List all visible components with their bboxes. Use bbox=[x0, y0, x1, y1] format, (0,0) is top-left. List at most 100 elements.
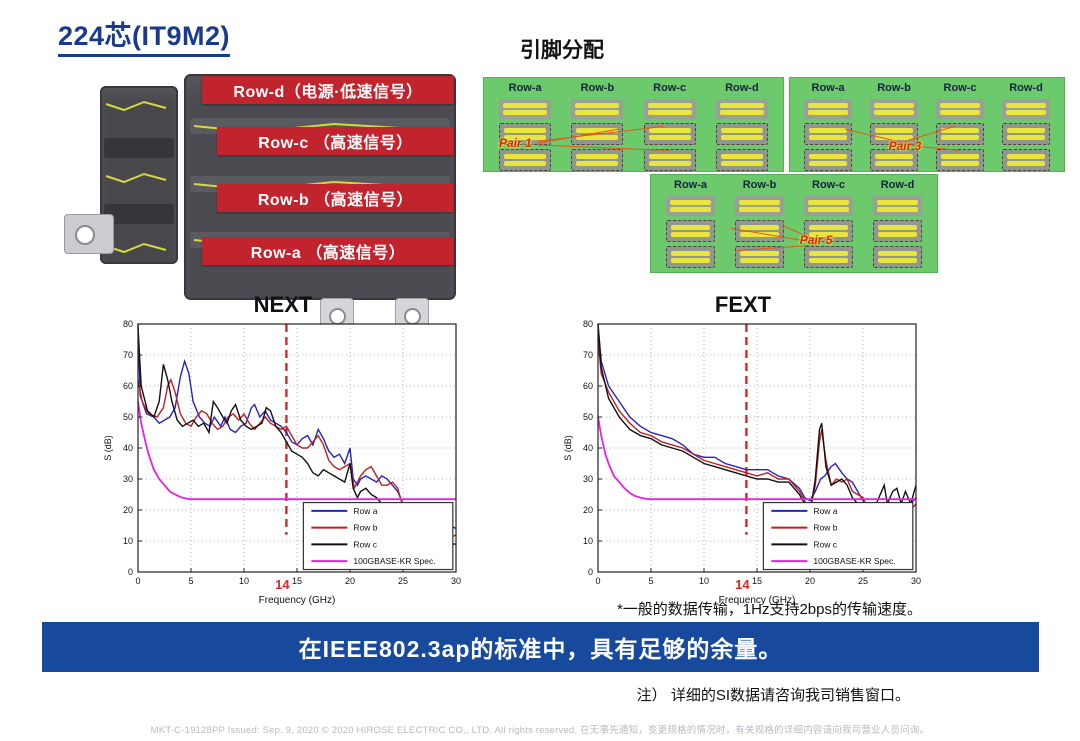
svg-text:20: 20 bbox=[123, 505, 133, 515]
pin-group bbox=[665, 220, 716, 242]
svg-text:Row c: Row c bbox=[813, 539, 837, 549]
pin-row-label: Row-a bbox=[674, 179, 707, 191]
connector-band bbox=[104, 204, 174, 224]
svg-text:Frequency (GHz): Frequency (GHz) bbox=[719, 595, 796, 606]
svg-text:14: 14 bbox=[275, 577, 290, 592]
svg-text:0: 0 bbox=[135, 576, 140, 586]
svg-text:30: 30 bbox=[583, 474, 593, 484]
fext-chart: FEXT 0 5 10 15 20 25 30 0 10 20 30 40 50 60 70 80 14 Freq… bbox=[560, 294, 926, 608]
pin-group bbox=[734, 196, 785, 216]
pin-row-label: Row-d bbox=[880, 179, 915, 191]
pin-group bbox=[715, 99, 768, 119]
svg-text:30: 30 bbox=[451, 576, 461, 586]
svg-text:Row b: Row b bbox=[813, 523, 837, 533]
pin-group bbox=[571, 149, 624, 171]
pin-assignment-heading: 引脚分配 bbox=[520, 39, 604, 62]
svg-text:25: 25 bbox=[858, 576, 868, 586]
conclusion-banner: 在IEEE802.3ap的标准中，具有足够的余量。 bbox=[42, 622, 1039, 672]
svg-text:S (dB): S (dB) bbox=[563, 435, 573, 461]
svg-text:10: 10 bbox=[583, 536, 593, 546]
pin-group bbox=[804, 99, 852, 119]
pin-group bbox=[872, 196, 923, 216]
fext-chart-plot: 0 5 10 15 20 25 30 0 10 20 30 40 50 60 70 80 14 Frequency… bbox=[563, 319, 921, 606]
pin-row-label: Row-a bbox=[811, 82, 845, 94]
svg-text:0: 0 bbox=[128, 567, 133, 577]
svg-text:10: 10 bbox=[699, 576, 709, 586]
pin-column: Row-d bbox=[994, 82, 1058, 171]
pin-column: Row-a bbox=[490, 82, 560, 171]
svg-text:80: 80 bbox=[583, 319, 593, 329]
pin-column: Row-a bbox=[796, 82, 860, 171]
svg-text:10: 10 bbox=[123, 536, 133, 546]
svg-text:5: 5 bbox=[188, 576, 193, 586]
pin-row-label: Row-b bbox=[877, 82, 911, 94]
svg-text:15: 15 bbox=[292, 576, 302, 586]
pin-row-label: Row-d bbox=[1009, 82, 1043, 94]
svg-text:20: 20 bbox=[805, 576, 815, 586]
svg-text:5: 5 bbox=[648, 576, 653, 586]
pin-group bbox=[734, 220, 785, 242]
pin-group bbox=[936, 99, 984, 119]
svg-text:0: 0 bbox=[595, 576, 600, 586]
pin-row-label: Row-c bbox=[943, 82, 977, 94]
connector-illustration: Row-d（电源·低速信号） Row-c （高速信号） Row-b （高速信号）… bbox=[62, 66, 462, 336]
row-a-banner: Row-a （高速信号） bbox=[202, 237, 454, 265]
svg-text:20: 20 bbox=[345, 576, 355, 586]
page-title: 224芯(IT9M2) bbox=[58, 14, 231, 57]
svg-text:0: 0 bbox=[588, 567, 593, 577]
pin-group bbox=[870, 99, 918, 119]
pin-group bbox=[804, 123, 852, 145]
next-chart-plot: 0 5 10 15 20 25 30 0 10 20 30 40 50 60 70 80 14 Frequency… bbox=[103, 319, 461, 606]
row-c-banner: Row-c （高速信号） bbox=[217, 127, 454, 155]
pin-group bbox=[643, 123, 696, 145]
pin-group bbox=[1002, 149, 1050, 171]
svg-text:30: 30 bbox=[911, 576, 921, 586]
pin-group bbox=[872, 220, 923, 242]
pin-column: Row-d bbox=[707, 82, 777, 171]
row-b-banner: Row-b （高速信号） bbox=[217, 184, 454, 212]
svg-text:40: 40 bbox=[583, 443, 593, 453]
pin-assignment-panel-1: Row-a Row-b Row-c Row-d Pair 1 bbox=[483, 77, 784, 172]
svg-text:10: 10 bbox=[239, 576, 249, 586]
pin-group bbox=[936, 149, 984, 171]
note-si-data: 注） 详细的SI数据请咨询我司销售窗口。 bbox=[636, 687, 910, 704]
pin-assignment-panel-3: Row-a Row-b Row-c Row-d Pair 5 bbox=[650, 174, 938, 273]
pin-column: Row-c bbox=[928, 82, 992, 171]
pair-label: Pair 3 bbox=[888, 139, 922, 154]
pin-row-label: Row-b bbox=[742, 179, 777, 191]
pin-group bbox=[643, 99, 696, 119]
pin-row-label: Row-b bbox=[580, 82, 615, 94]
svg-text:100GBASE-KR Spec.: 100GBASE-KR Spec. bbox=[353, 556, 435, 566]
svg-text:25: 25 bbox=[398, 576, 408, 586]
svg-text:Row a: Row a bbox=[813, 506, 837, 516]
connector-mount-tab bbox=[64, 214, 114, 254]
svg-text:80: 80 bbox=[123, 319, 133, 329]
pin-group bbox=[804, 149, 852, 171]
row-d-banner: Row-d（电源·低速信号） bbox=[202, 76, 454, 104]
svg-text:Frequency (GHz): Frequency (GHz) bbox=[259, 595, 336, 606]
pin-group bbox=[499, 99, 552, 119]
contact-wires-icon bbox=[105, 100, 167, 254]
pin-group bbox=[872, 246, 923, 268]
pin-column: Row-b bbox=[862, 82, 926, 171]
footer-copyright: MKT-C-19128PP Issued: Sep. 9, 2020 © 202… bbox=[150, 725, 930, 736]
fext-chart-title: FEXT bbox=[714, 292, 772, 317]
svg-text:Row a: Row a bbox=[353, 506, 377, 516]
pin-column: Row-a bbox=[657, 179, 724, 268]
pin-group bbox=[870, 149, 918, 171]
next-chart: NEXT 0 5 10 15 20 25 30 0 10 20 30 40 50 60 70 80 14 Freq… bbox=[100, 294, 466, 608]
svg-text:Row c: Row c bbox=[353, 539, 377, 549]
pair-label: Pair 5 bbox=[799, 233, 833, 248]
svg-text:30: 30 bbox=[123, 474, 133, 484]
svg-text:S (dB): S (dB) bbox=[103, 435, 113, 461]
note-transmission: *一般的数据传输，1Hz支持2bps的传输速度。 bbox=[616, 601, 922, 618]
pin-column: Row-c bbox=[635, 82, 705, 171]
pin-group bbox=[571, 99, 624, 119]
mount-hole-icon bbox=[75, 225, 95, 245]
pin-row-label: Row-d bbox=[725, 82, 759, 94]
svg-text:100GBASE-KR Spec.: 100GBASE-KR Spec. bbox=[813, 556, 895, 566]
pin-group bbox=[936, 123, 984, 145]
pin-group bbox=[1002, 123, 1050, 145]
pin-group bbox=[803, 196, 854, 216]
